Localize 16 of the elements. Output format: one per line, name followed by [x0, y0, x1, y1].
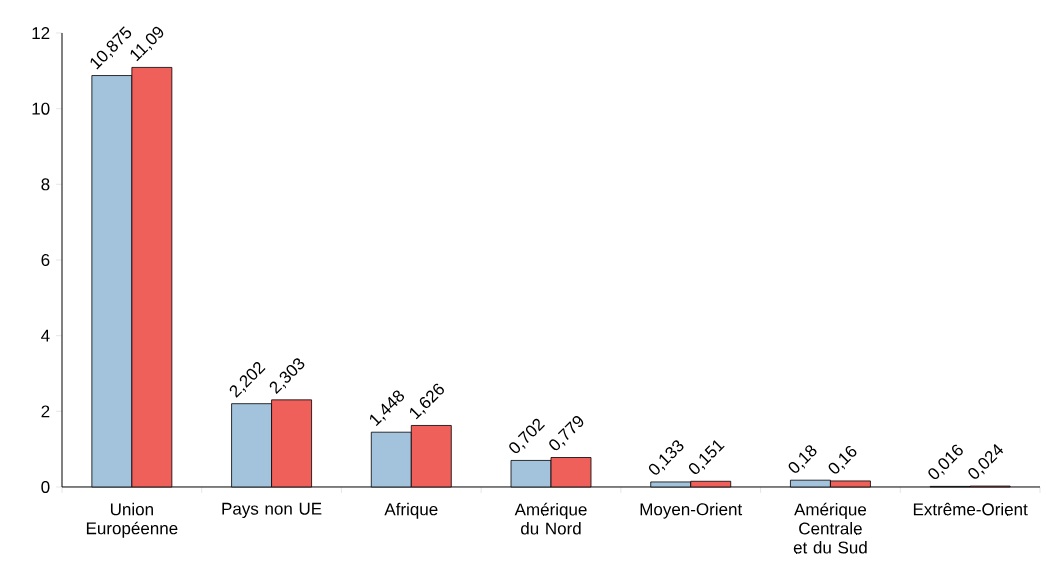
- x-tick-label: Moyen-Orient: [640, 502, 743, 519]
- y-tick-label: 4: [41, 329, 50, 342]
- x-tick-label: Union Européenne: [86, 502, 178, 538]
- y-tick-label: 0: [41, 480, 50, 494]
- data-label: 0,18: [788, 445, 817, 473]
- x-tick-label: Amérique Centrale et du Sud: [793, 502, 867, 554]
- data-label: 0,16: [828, 445, 857, 474]
- y-tick-label: 12: [32, 27, 50, 39]
- x-tick-label: Extrême-Orient: [913, 502, 1028, 516]
- y-tick-label: 10: [32, 102, 50, 115]
- x-tick-label: Amérique du Nord: [514, 502, 587, 535]
- y-tick-label: 6: [41, 253, 50, 267]
- x-tick-label: Pays non UE: [222, 502, 322, 519]
- y-tick-label: 8: [41, 178, 50, 191]
- x-tick-label: Afrique: [384, 502, 438, 519]
- y-tick-label: 2: [41, 405, 50, 418]
